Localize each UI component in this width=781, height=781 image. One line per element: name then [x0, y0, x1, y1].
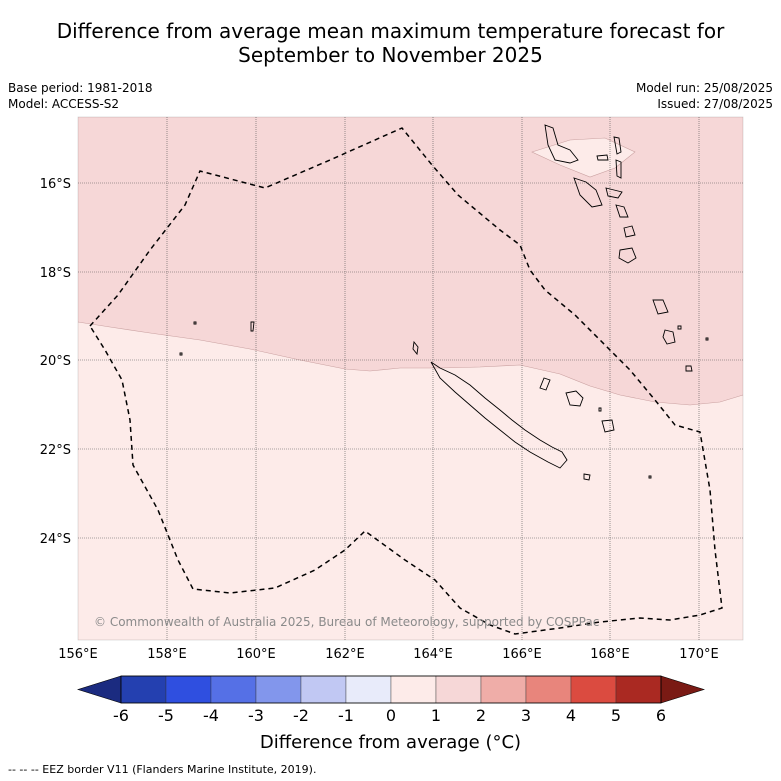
- map-area: [77, 117, 744, 640]
- colorbar-extend-low: [76, 675, 122, 704]
- vanuatu-efate: [623, 225, 636, 238]
- islet-1: [677, 325, 682, 330]
- matthew-hunter: [685, 365, 693, 372]
- colorbar-segment: [435, 675, 482, 704]
- lat-labels: 16°S 18°S 20°S 22°S 24°S: [40, 177, 71, 547]
- colorbar-segment: [210, 675, 257, 704]
- islet-2: [705, 337, 709, 341]
- map-frame: [77, 116, 744, 641]
- colorbar-tick-label: 1: [431, 706, 441, 725]
- vanuatu-maewo: [613, 136, 622, 155]
- colorbar-segment: [390, 675, 437, 704]
- lat-label-24s: 24°S: [40, 532, 71, 547]
- lat-label-16s: 16°S: [40, 177, 71, 192]
- isle-of-pines: [583, 473, 591, 481]
- vanuatu-aneityum: [662, 329, 676, 345]
- colorbar-segment: [300, 675, 347, 704]
- map-title: Difference from average mean maximum tem…: [0, 19, 781, 67]
- colorbar-tick-label: 6: [656, 706, 666, 725]
- colorbar-tick-label: -4: [203, 706, 219, 725]
- colorbar-segment: [525, 675, 572, 704]
- vanuatu-tanna: [652, 299, 669, 315]
- lon-label-164e: 164°E: [413, 647, 453, 662]
- colorbar-segment: [345, 675, 392, 704]
- model-name: Model: ACCESS-S2: [8, 97, 120, 111]
- colorbar-tick-label: 5: [611, 706, 621, 725]
- vanuatu-shepherd: [615, 204, 629, 218]
- new-caledonia: [430, 361, 568, 469]
- zone-1-2: [78, 117, 743, 405]
- islet-5: [193, 321, 197, 325]
- loyalty-lifou: [565, 390, 584, 407]
- meta-right: Model run: 25/08/2025 Issued: 27/08/2025: [636, 80, 773, 112]
- colorbar-tick-label: -3: [248, 706, 264, 725]
- chesterfield: [250, 321, 255, 332]
- vanuatu-malakula: [573, 177, 603, 208]
- colorbar-tick-label: 0: [386, 706, 396, 725]
- colorbar-tick-label: -1: [338, 706, 354, 725]
- lon-label-160e: 160°E: [236, 647, 276, 662]
- title-line-1: Difference from average mean maximum tem…: [56, 19, 725, 43]
- colorbar-segment: [480, 675, 527, 704]
- lon-label-156e: 156°E: [58, 647, 98, 662]
- colorbar-tick-label: -2: [293, 706, 309, 725]
- eez-border: [89, 127, 723, 635]
- base-period: Base period: 1981-2018: [8, 81, 153, 95]
- vanuatu-ambrym: [596, 154, 609, 161]
- loyalty-ouvea: [539, 377, 551, 391]
- colorbar-segment: [615, 675, 662, 704]
- copyright-text: © Commonwealth of Australia 2025, Bureau…: [94, 615, 599, 629]
- lon-labels: 156°E 158°E 160°E 162°E 164°E 166°E 168°…: [58, 647, 719, 662]
- lon-label-162e: 162°E: [325, 647, 365, 662]
- issued-date: Issued: 27/08/2025: [657, 97, 773, 111]
- colorbar-segment: [120, 675, 167, 704]
- eez-footer-note: -- -- -- EEZ border V11 (Flanders Marine…: [8, 763, 317, 776]
- vanuatu-espiritu: [544, 124, 579, 164]
- colorbar-tick-label: 2: [476, 706, 486, 725]
- lat-label-22s: 22°S: [40, 443, 71, 458]
- colorbar-tick-label: -5: [158, 706, 174, 725]
- meta-left: Base period: 1981-2018 Model: ACCESS-S2: [8, 80, 153, 112]
- colorbar-label: Difference from average (°C): [259, 732, 522, 753]
- vanuatu-erromango: [618, 247, 637, 264]
- colorbar-segment: [570, 675, 617, 704]
- lon-label-166e: 166°E: [502, 647, 542, 662]
- colorbar-tick-label: 4: [566, 706, 576, 725]
- colorbar-tick-label: 3: [521, 706, 531, 725]
- grid-lines: [78, 117, 743, 640]
- lon-label-170e: 170°E: [679, 647, 719, 662]
- colorbar-extend-high: [660, 675, 706, 704]
- islet-6: [179, 352, 183, 356]
- lat-label-18s: 18°S: [40, 266, 71, 281]
- colorbar: -6 -5 -4 -3 -2 -1 0 1 2 3 4 5 6: [76, 675, 706, 725]
- islands: [179, 124, 709, 481]
- colorbar-outline: [120, 675, 662, 704]
- vanuatu-epi: [605, 187, 623, 199]
- colorbar-tick-label: -6: [113, 706, 129, 725]
- loyalty-mare: [601, 419, 615, 433]
- lon-label-158e: 158°E: [147, 647, 187, 662]
- vanuatu-pentecost: [615, 159, 622, 179]
- zone-patch: [531, 137, 636, 178]
- colorbar-segment: [255, 675, 302, 704]
- model-run: Model run: 25/08/2025: [635, 81, 773, 95]
- islet-3: [598, 407, 602, 412]
- islet-4: [648, 475, 652, 479]
- lon-label-168e: 168°E: [590, 647, 630, 662]
- belep-islands: [412, 340, 419, 356]
- colorbar-segment: [165, 675, 212, 704]
- title-line-2: September to November 2025: [238, 43, 543, 67]
- lat-label-20s: 20°S: [40, 354, 71, 369]
